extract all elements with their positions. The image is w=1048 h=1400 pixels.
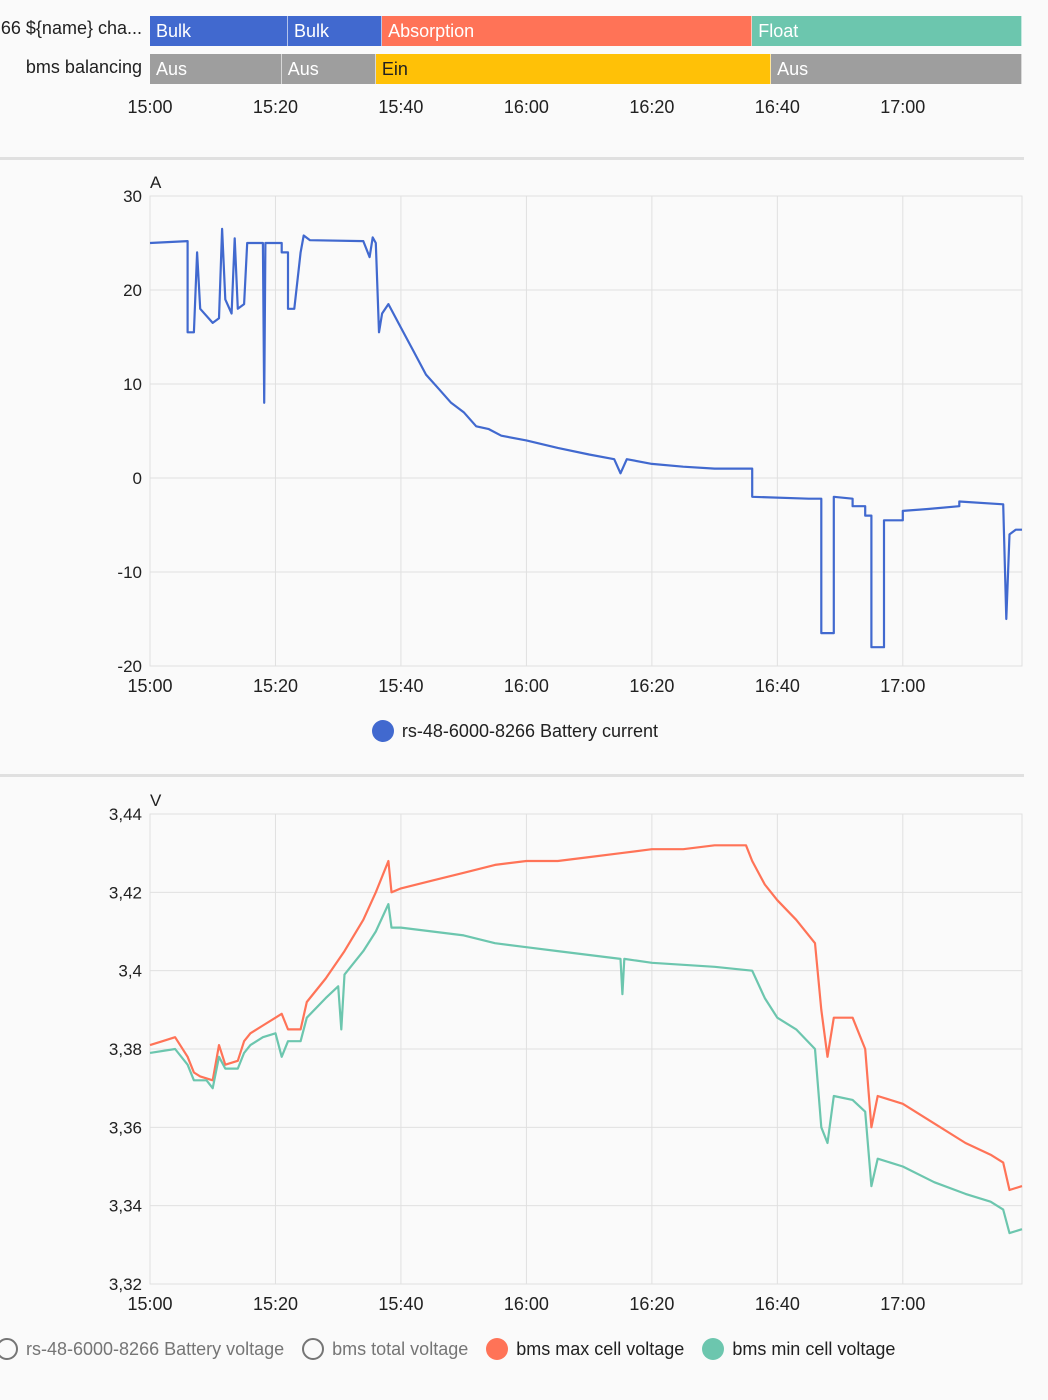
legend-dot-bms-max-cell-voltage [486, 1338, 509, 1360]
y-tick-label: 3,44 [109, 805, 142, 824]
timeline-segment[interactable]: Bulk [288, 16, 383, 46]
series-line-rs-48-6000-8266-battery-current[interactable] [149, 227, 1022, 649]
section-divider [0, 774, 1024, 777]
legend-dot-bms-total-voltage [302, 1338, 325, 1360]
timeline-tick-label: 17:00 [880, 97, 926, 117]
x-tick-label: 16:20 [629, 676, 674, 696]
x-tick-label: 16:40 [755, 1294, 800, 1314]
legend-item-battery-current[interactable]: rs-48-6000-8266 Battery current [371, 720, 659, 742]
y-tick-label: 3,36 [109, 1118, 142, 1137]
timeline-row-label-balancing: bms balancing [25, 57, 142, 77]
x-tick-label: 17:00 [880, 1294, 925, 1314]
section-divider [0, 157, 1024, 160]
x-tick-label: 15:20 [253, 1294, 298, 1314]
timeline-segment[interactable]: Aus [150, 54, 282, 84]
y-unit-label: V [150, 791, 162, 810]
y-tick-label: 3,32 [109, 1275, 142, 1294]
x-tick-label: 15:00 [127, 1294, 172, 1314]
y-tick-label: 10 [123, 375, 142, 394]
x-tick-label: 15:40 [378, 1294, 423, 1314]
y-tick-label: 3,42 [109, 883, 142, 902]
x-tick-label: 17:00 [880, 676, 925, 696]
timeline-tick-label: 16:20 [629, 97, 675, 117]
legend-item-bms-min-cell-voltage[interactable]: bms min cell voltage [702, 1338, 895, 1360]
y-tick-label: 3,4 [118, 962, 142, 981]
legend-item-bms-total-voltage[interactable]: bms total voltage [302, 1338, 468, 1360]
current-legend: rs-48-6000-8266 Battery current [0, 720, 1048, 742]
timeline-segment[interactable]: Bulk [150, 16, 288, 46]
series-line-bms-min-cell-voltage[interactable] [149, 903, 1023, 1235]
y-tick-label: 20 [123, 281, 142, 300]
legend-dot-battery-current [371, 720, 394, 742]
legend-item-bms-max-cell-voltage[interactable]: bms max cell voltage [486, 1338, 684, 1360]
legend-dot-battery-voltage [0, 1338, 18, 1360]
timeline-tick-label: 15:20 [252, 97, 298, 117]
plot-area [149, 195, 1023, 667]
legend-label-bms-total-voltage: bms total voltage [332, 1338, 469, 1359]
legend-label-battery-current: rs-48-6000-8266 Battery current [401, 720, 659, 741]
y-tick-label: -10 [117, 563, 142, 582]
y-unit-label: A [150, 173, 162, 192]
state-timeline: 266 ${name} cha... bms balancing Bulk Bul… [0, 0, 1048, 160]
timeline-tick-label: 15:00 [127, 97, 173, 117]
timeline-segment[interactable]: Absorption [382, 16, 753, 46]
x-tick-label: 16:40 [755, 676, 800, 696]
timeline-segment[interactable]: Aus [281, 54, 376, 84]
series-line-bms-max-cell-voltage[interactable] [149, 844, 1023, 1192]
timeline-segment[interactable]: Ein [375, 54, 772, 84]
y-tick-label: 3,38 [109, 1040, 142, 1059]
y-tick-label: 0 [133, 469, 142, 488]
voltage-legend: rs-48-6000-8266 Battery voltage bms tota… [0, 1338, 1048, 1360]
timeline-tick-label: 16:00 [503, 97, 549, 117]
x-tick-label: 15:40 [378, 676, 423, 696]
legend-item-battery-voltage[interactable]: rs-48-6000-8266 Battery voltage [0, 1338, 284, 1360]
timeline-row-label-charger: 266 ${name} cha... [0, 18, 142, 38]
x-tick-label: 15:00 [127, 676, 172, 696]
legend-label-bms-max-cell-voltage: bms max cell voltage [516, 1338, 685, 1359]
x-tick-label: 15:20 [253, 676, 298, 696]
timeline-segment[interactable]: Float [752, 16, 1022, 46]
x-tick-label: 16:00 [504, 676, 549, 696]
x-tick-label: 16:00 [504, 1294, 549, 1314]
legend-label-bms-min-cell-voltage: bms min cell voltage [732, 1338, 896, 1359]
x-tick-label: 16:20 [629, 1294, 674, 1314]
y-tick-label: 3,34 [109, 1197, 142, 1216]
y-tick-label: 30 [123, 187, 142, 206]
legend-dot-bms-min-cell-voltage [702, 1338, 725, 1360]
timeline-segment[interactable]: Aus [771, 54, 1022, 84]
y-tick-label: -20 [117, 657, 142, 676]
legend-label-battery-voltage: rs-48-6000-8266 Battery voltage [26, 1338, 285, 1359]
timeline-tick-label: 16:40 [754, 97, 800, 117]
timeline-tick-label: 15:40 [378, 97, 424, 117]
